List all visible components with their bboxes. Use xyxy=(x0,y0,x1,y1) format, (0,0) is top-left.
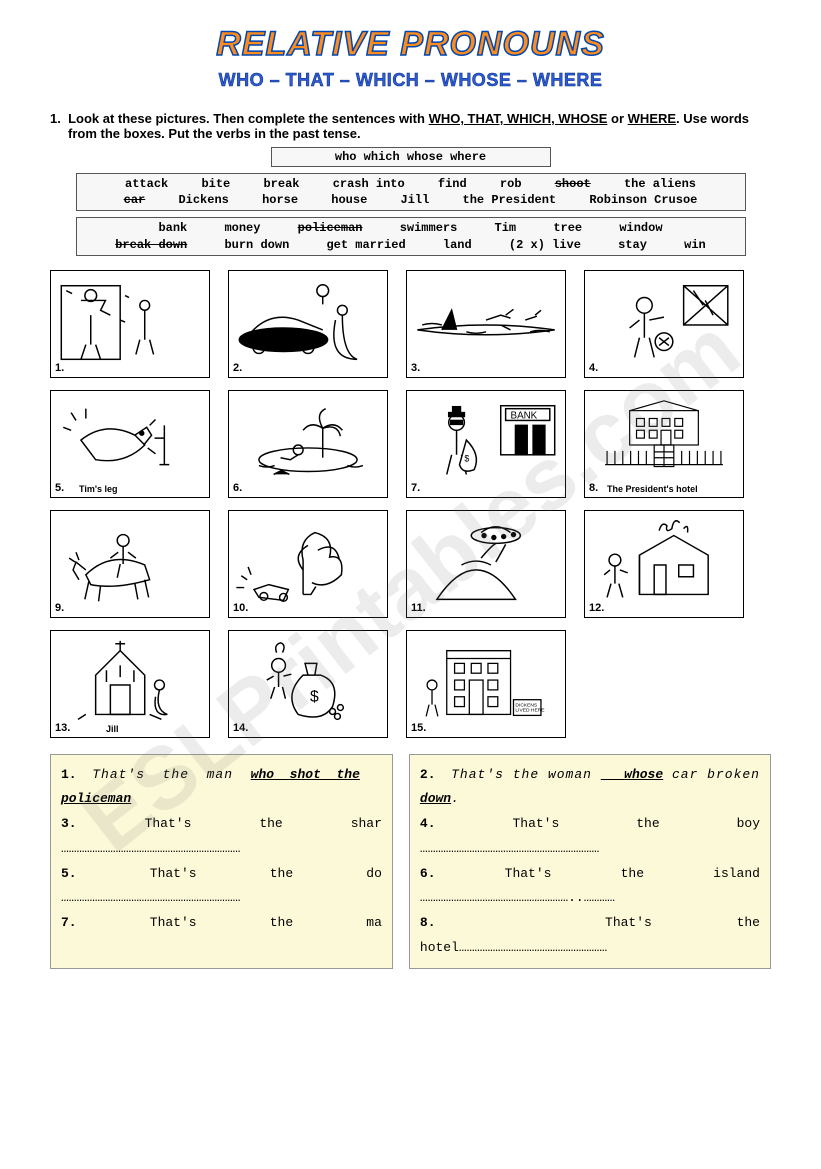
picture-12: 12. xyxy=(584,510,744,618)
word-box-2: attack bite break crash into find rob sh… xyxy=(76,173,746,211)
answers-right: 2. That's the woman whose car broken dow… xyxy=(409,754,771,970)
picture-14: $ 14. xyxy=(228,630,388,738)
picture-10: 10. xyxy=(228,510,388,618)
picture-7: BANK $ 7. xyxy=(406,390,566,498)
picture-4: 4. xyxy=(584,270,744,378)
picture-1: 1. xyxy=(50,270,210,378)
picture-15: DICKENS LIVED HERE 15. xyxy=(406,630,566,738)
subtitle: WHO – THAT – WHICH – WHOSE – WHERE xyxy=(50,70,771,91)
answers-left: 1. That's the man who shot the policeman… xyxy=(50,754,393,970)
main-title: RELATIVE PRONOUNS xyxy=(50,25,771,64)
word-box-3: bank money policeman swimmers Tim tree w… xyxy=(76,217,746,255)
picture-3: 3. xyxy=(406,270,566,378)
instructions: 1. Look at these pictures. Then complete… xyxy=(50,111,771,141)
picture-5: 5. Tim's leg xyxy=(50,390,210,498)
picture-8: 8. The President's hotel xyxy=(584,390,744,498)
word-box-1: who which whose where xyxy=(271,147,551,167)
picture-11: 11. xyxy=(406,510,566,618)
picture-6: 6. xyxy=(228,390,388,498)
picture-2: 2. xyxy=(228,270,388,378)
picture-9: 9. xyxy=(50,510,210,618)
svg-text:$: $ xyxy=(310,688,319,705)
picture-grid: 1. 2. 3. xyxy=(50,270,771,738)
svg-text:LIVED HERE: LIVED HERE xyxy=(515,707,545,713)
picture-13: 13. Jill xyxy=(50,630,210,738)
svg-text:$: $ xyxy=(464,453,469,463)
svg-text:BANK: BANK xyxy=(511,410,538,421)
answers-section: 1. That's the man who shot the policeman… xyxy=(50,754,771,970)
